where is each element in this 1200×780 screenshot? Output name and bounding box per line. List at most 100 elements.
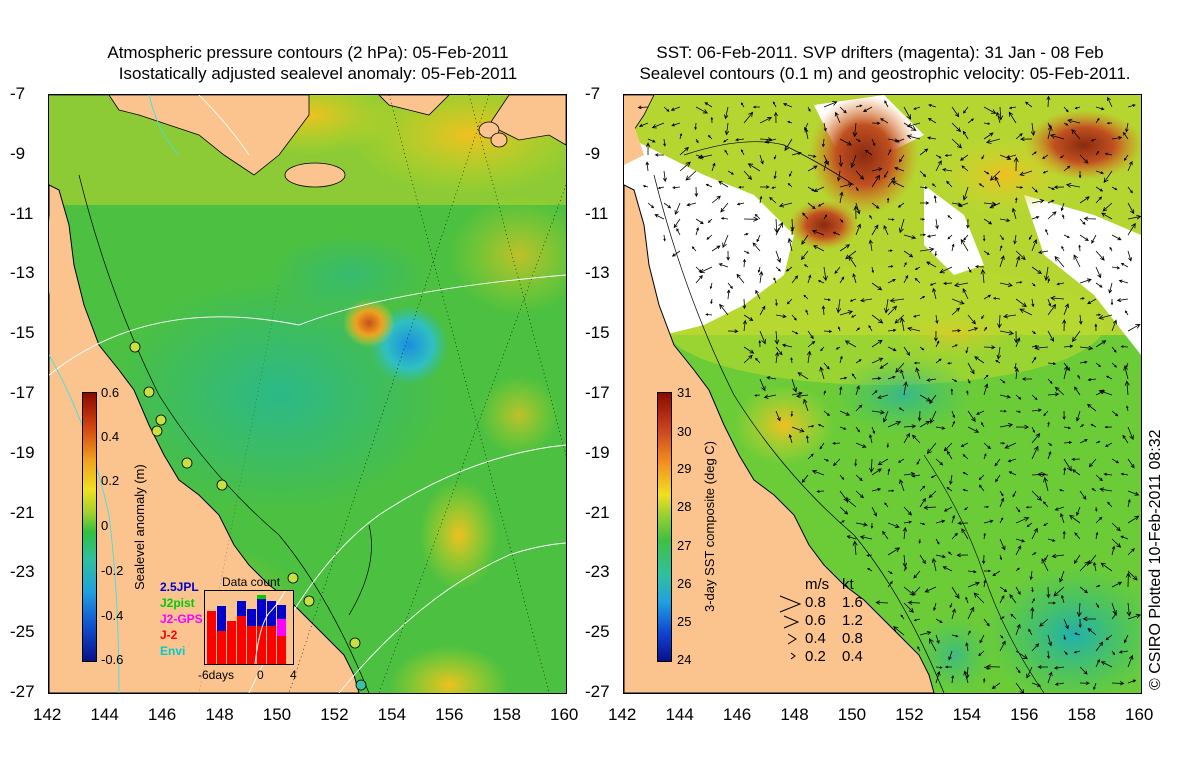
velocity-arrow xyxy=(839,106,847,114)
velocity-arrow xyxy=(946,487,953,492)
velocity-arrow xyxy=(679,161,691,172)
velocity-arrow xyxy=(898,218,905,234)
velocity-arrow xyxy=(775,298,778,307)
velocity-arrow xyxy=(1122,434,1129,444)
velocity-arrow xyxy=(759,305,766,316)
velocity-arrow xyxy=(985,664,1001,670)
velocity-arrow xyxy=(1031,643,1040,652)
sat-label-j2: J-2 xyxy=(160,628,178,642)
velocity-arrow xyxy=(839,218,844,223)
velocity-arrow xyxy=(868,433,873,444)
velocity-arrow xyxy=(1030,606,1035,620)
velocity-arrow xyxy=(916,458,921,465)
velocity-arrow xyxy=(804,127,809,140)
velocity-arrow xyxy=(823,390,826,396)
velocity-arrow xyxy=(752,105,761,109)
velocity-arrow xyxy=(1015,186,1024,189)
velocity-arrow xyxy=(1087,627,1097,636)
velocity-arrow xyxy=(823,362,830,370)
velocity-arrow xyxy=(1109,246,1113,252)
velocity-arrow xyxy=(647,202,655,209)
velocity-arrow xyxy=(1071,330,1081,343)
right-y-tick: -7 xyxy=(585,84,601,103)
velocity-arrow xyxy=(852,122,858,138)
sst-colorbar-label-4: 27 xyxy=(677,538,692,553)
velocity-arrow xyxy=(944,154,953,157)
sealevel-anomaly-map xyxy=(48,94,567,694)
velocity-arrow xyxy=(1122,131,1129,140)
velocity-arrow xyxy=(1046,95,1051,108)
velocity-arrow xyxy=(862,106,873,113)
velocity-arrow xyxy=(967,410,976,423)
velocity-arrow xyxy=(893,626,905,636)
velocity-arrow xyxy=(898,154,905,163)
velocity-arrow xyxy=(998,106,1004,121)
sealevel-colorbar-label-2: 0.2 xyxy=(101,473,120,488)
velocity-arrow xyxy=(951,608,956,620)
velocity-arrow xyxy=(1063,618,1069,630)
velocity-arrow xyxy=(927,136,937,140)
velocity-arrow xyxy=(1123,365,1129,380)
velocity-arrow xyxy=(991,682,1001,689)
velocity-arrow xyxy=(1103,472,1113,476)
left-y-tick: -13 xyxy=(10,263,35,283)
velocity-arrow xyxy=(755,357,761,364)
velocity-arrow xyxy=(961,165,969,172)
velocity-arrow xyxy=(654,153,665,157)
right-x-tick: 146 xyxy=(722,705,752,724)
velocity-arrow xyxy=(869,458,874,473)
velocity-arrow xyxy=(1051,553,1065,559)
velocity-arrow xyxy=(1120,535,1129,540)
velocity-arrow xyxy=(949,474,953,485)
velocity-arrow xyxy=(883,225,889,236)
velocity-arrow xyxy=(1099,487,1113,492)
velocity-arrow xyxy=(778,202,793,208)
velocity-arrow xyxy=(1071,469,1081,476)
velocity-arrow xyxy=(978,474,985,481)
velocity-arrow xyxy=(1106,121,1113,125)
velocity-arrow xyxy=(823,122,827,132)
velocity-arrow xyxy=(906,122,921,128)
velocity-arrow xyxy=(1031,151,1037,156)
velocity-arrow xyxy=(807,274,812,284)
sat-label-j2gps: J2-GPS xyxy=(160,612,203,626)
velocity-arrow xyxy=(871,121,881,125)
velocity-arrow xyxy=(999,634,1004,639)
velocity-arrow xyxy=(1079,234,1089,242)
velocity-arrow xyxy=(871,174,881,188)
velocity-arrow xyxy=(1060,202,1065,212)
velocity-arrow xyxy=(962,130,969,140)
velocity-arrow xyxy=(1039,618,1049,627)
velocity-arrow xyxy=(1111,581,1123,588)
velocity-arrow xyxy=(887,522,900,529)
velocity-arrow xyxy=(1028,628,1033,636)
velocity-arrow xyxy=(999,441,1006,445)
velocity-arrow xyxy=(839,276,845,284)
velocity-arrow xyxy=(992,570,1001,577)
velocity-arrow xyxy=(775,346,783,356)
velocity-arrow xyxy=(743,314,754,321)
velocity-arrow xyxy=(999,378,1006,384)
velocity-arrow xyxy=(1015,545,1022,556)
velocity-arrow xyxy=(880,118,889,124)
velocity-legend-kt-3: 0.4 xyxy=(842,648,863,665)
velocity-arrow xyxy=(784,138,793,152)
velocity-arrow xyxy=(913,618,921,622)
velocity-arrow xyxy=(718,263,729,268)
velocity-arrow xyxy=(903,602,914,613)
left-y-tick: -9 xyxy=(10,143,26,163)
velocity-arrow xyxy=(919,233,927,237)
left-x-tick: 146 xyxy=(147,705,177,724)
velocity-arrow xyxy=(855,104,863,108)
velocity-arrow xyxy=(1007,458,1017,463)
velocity-arrow xyxy=(1015,255,1021,268)
velocity-arrow xyxy=(934,250,937,257)
sst-colorbar-label-6: 25 xyxy=(677,614,692,629)
velocity-arrow xyxy=(1063,165,1071,172)
velocity-arrow xyxy=(1095,150,1100,156)
velocity-arrow xyxy=(774,330,780,345)
velocity-arrow xyxy=(1111,650,1116,656)
right-y-tick: -23 xyxy=(585,562,610,582)
velocity-arrow xyxy=(771,186,777,189)
velocity-arrow xyxy=(836,170,841,182)
